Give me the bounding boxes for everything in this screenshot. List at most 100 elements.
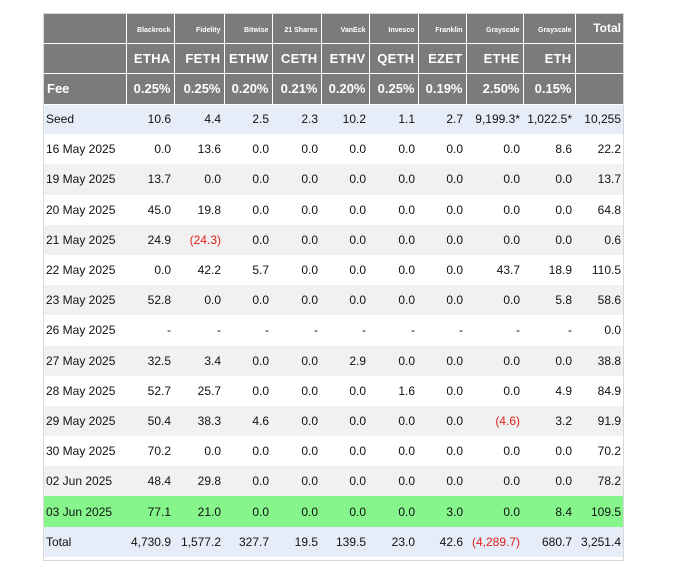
row-label: 29 May 2025: [43, 405, 126, 437]
flow-cell: 0.0: [321, 285, 369, 316]
issuer-header-cell: Franklin: [418, 13, 467, 44]
issuer-header-cell: VanEck: [321, 13, 370, 44]
row-total-cell: 13.7: [575, 164, 624, 195]
flow-cell: 0.0: [126, 134, 174, 165]
flow-cell: 0.0: [466, 194, 523, 225]
flow-cell: 0.0: [272, 375, 321, 406]
ticker-header-cell: ETHW: [224, 43, 273, 74]
issuer-header-cell: Bitwise: [224, 13, 273, 44]
flow-cell: 0.0: [224, 134, 272, 165]
flow-cell: 52.8: [126, 285, 174, 316]
fee-cell: 0.20%: [321, 73, 370, 105]
table-row: 22 May 2025 0.0 42.2 5.7 0.0 0.0 0.0 0.0 43.7 18.…: [43, 254, 624, 286]
row-total-cell: 0.6: [575, 224, 624, 255]
row-label: 20 May 2025: [43, 194, 126, 225]
flow-cell: 19.5: [272, 526, 321, 557]
flow-cell: 0.0: [369, 496, 418, 527]
flow-cell: 10.2: [321, 104, 369, 135]
flow-cell: 1.6: [369, 375, 418, 406]
issuer-header-cell: 21 Shares: [272, 13, 322, 44]
issuer-header-cell: [43, 13, 127, 44]
flow-cell: -: [224, 315, 272, 346]
flow-cell: 0.0: [321, 224, 369, 255]
ticker-header-cell: EZET: [418, 43, 467, 74]
flow-cell: 0.0: [272, 405, 321, 437]
flow-cell: 24.9: [126, 224, 174, 255]
ticker-header-cell: [43, 43, 127, 74]
flow-cell: 0.0: [321, 254, 369, 286]
issuer-header-cell: Blackrock: [126, 13, 175, 44]
fee-cell: 0.21%: [272, 73, 322, 105]
flow-cell: 0.0: [466, 496, 523, 527]
flow-cell: 0.0: [369, 405, 418, 437]
flow-cell: 2.9: [321, 345, 369, 376]
flow-cell: 0.0: [174, 285, 224, 316]
flow-cell: (24.3): [174, 224, 224, 255]
flow-cell: 32.5: [126, 345, 174, 376]
ticker-header-cell: FETH: [174, 43, 225, 74]
flow-cell: 0.0: [272, 285, 321, 316]
flow-cell: 0.0: [466, 134, 523, 165]
flow-cell: 0.0: [418, 285, 466, 316]
flow-cell: 327.7: [224, 526, 272, 557]
row-total-cell: 78.2: [575, 466, 624, 497]
flow-cell: 0.0: [369, 194, 418, 225]
flow-cell: 2.7: [418, 104, 466, 135]
flow-cell: 0.0: [466, 164, 523, 195]
flow-cell: 13.7: [126, 164, 174, 195]
flow-cell: 0.0: [321, 466, 369, 497]
flow-cell: 0.0: [418, 194, 466, 225]
table-row: 27 May 2025 32.5 3.4 0.0 0.0 2.9 0.0 0.0 0.0 0.0 3…: [43, 345, 624, 376]
table-header: Blackrock Fidelity Bitwise 21 Shares Van…: [43, 13, 624, 105]
flow-cell: 21.0: [174, 496, 224, 527]
flow-cell: 0.0: [174, 164, 224, 195]
flow-cell: 23.0: [369, 526, 418, 557]
row-total-cell: 64.8: [575, 194, 624, 225]
flow-cell: 0.0: [523, 436, 575, 467]
flow-cell: 0.0: [369, 164, 418, 195]
table-row: 30 May 2025 70.2 0.0 0.0 0.0 0.0 0.0 0.0 0.0 0.0 7…: [43, 436, 624, 467]
flow-cell: 0.0: [272, 436, 321, 467]
issuer-header-row: Blackrock Fidelity Bitwise 21 Shares Van…: [43, 13, 624, 44]
ticker-header-cell: ETHV: [321, 43, 370, 74]
row-label: 21 May 2025: [43, 224, 126, 255]
fee-header-row: Fee 0.25% 0.25% 0.20% 0.21% 0.20% 0.25% …: [43, 73, 624, 105]
flow-cell: 0.0: [369, 466, 418, 497]
flow-cell: 0.0: [523, 345, 575, 376]
ticker-header-cell: QETH: [369, 43, 419, 74]
row-total-cell: 58.6: [575, 285, 624, 316]
flow-cell: 0.0: [272, 254, 321, 286]
seed-row: Seed 10.6 4.4 2.5 2.3 10.2 1.1 2.7 9,199.3* 1,022…: [43, 104, 624, 135]
ticker-header-cell: ETH: [523, 43, 576, 74]
flow-cell: 18.9: [523, 254, 575, 286]
issuer-header-cell: Fidelity: [174, 13, 225, 44]
flow-cell: 0.0: [224, 285, 272, 316]
flow-cell: 680.7: [523, 526, 575, 557]
flow-cell: 4.4: [174, 104, 224, 135]
flow-cell: (4.6): [466, 405, 523, 437]
flow-cell: 0.0: [523, 466, 575, 497]
flow-cell: 70.2: [126, 436, 174, 467]
ticker-header-cell: ETHA: [126, 43, 175, 74]
flow-cell: 0.0: [224, 224, 272, 255]
flow-cell: 0.0: [321, 375, 369, 406]
flow-cell: -: [466, 315, 523, 346]
flow-cell: 0.0: [126, 254, 174, 286]
flow-cell: 0.0: [418, 466, 466, 497]
flow-cell: 0.0: [224, 496, 272, 527]
table-row: 26 May 2025- - - - - - - - -0.0: [43, 315, 624, 346]
fee-cell: 0.25%: [174, 73, 225, 105]
row-total-cell: 70.2: [575, 436, 624, 467]
row-label: 16 May 2025: [43, 134, 126, 165]
row-total-cell: 91.9: [575, 405, 624, 437]
flow-cell: 4.9: [523, 375, 575, 406]
flow-cell: 29.8: [174, 466, 224, 497]
fee-cell: 0.25%: [369, 73, 419, 105]
etf-flows-table-container: Blackrock Fidelity Bitwise 21 Shares Van…: [43, 13, 624, 557]
flow-cell: 0.0: [272, 164, 321, 195]
table-row: 19 May 2025 13.7 0.0 0.0 0.0 0.0 0.0 0.0 0.0 0.0 1…: [43, 164, 624, 195]
flow-cell: 0.0: [272, 224, 321, 255]
fee-cell: 0.15%: [523, 73, 576, 105]
flow-cell: 0.0: [369, 436, 418, 467]
flow-cell: 1,577.2: [174, 526, 224, 557]
